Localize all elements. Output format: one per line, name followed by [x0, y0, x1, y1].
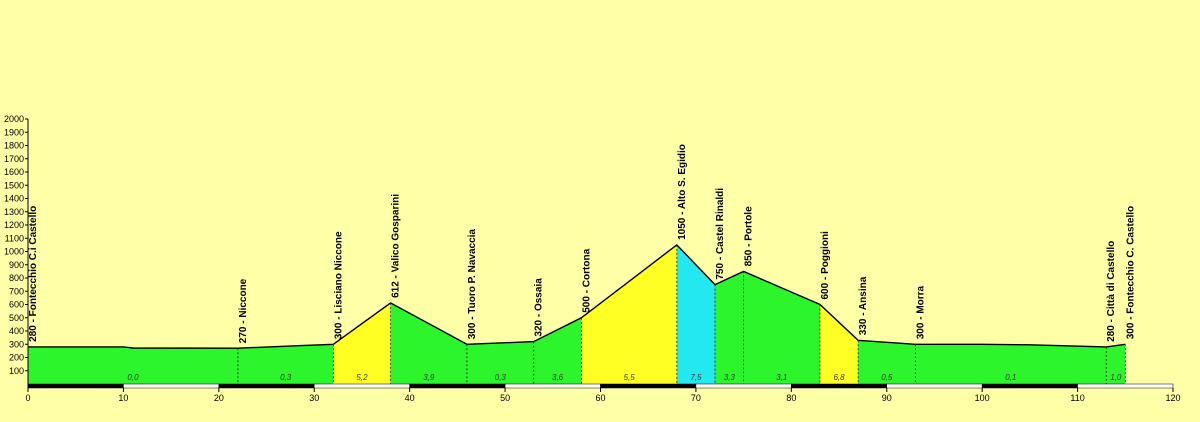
km-bar-block-1 — [123, 383, 220, 389]
km-bar-block-5 — [504, 383, 601, 389]
gradient-labels: 0,0 0,3 5,2 3,9 0,3 3,6 5,5 7,5 3,3 3,1 6,8 0,5 0,1 1… — [127, 373, 1121, 382]
gradient-label-3: 3,9 — [423, 373, 435, 382]
segment-fill-13 — [1106, 344, 1126, 384]
segment-fill-9 — [743, 271, 820, 384]
y-tick-label-6: 700 — [9, 286, 24, 296]
waypoint-label-6: 500 - Cortona — [581, 248, 592, 312]
profile-line — [28, 243, 1126, 349]
x-tick-label-3: 30 — [309, 393, 319, 403]
y-tick-label-12: 1300 — [4, 207, 24, 217]
y-tick-label-13: 1400 — [4, 194, 24, 204]
x-tick-label-9: 90 — [882, 393, 892, 403]
profile-outline — [28, 243, 1126, 384]
gradient-label-0: 0,0 — [127, 373, 139, 382]
segment-fill-3 — [390, 302, 467, 384]
x-tick-label-1: 10 — [118, 393, 128, 403]
waypoint-label-3: 612 - Valico Gosparini — [391, 194, 402, 298]
km-bar-block-4 — [409, 383, 506, 389]
segment-fill-5 — [533, 317, 582, 384]
y-tick-label-8: 900 — [9, 260, 24, 270]
segment-fill-1 — [237, 344, 334, 384]
gradient-label-10: 6,8 — [833, 373, 845, 382]
gradient-label-12: 0,1 — [1005, 373, 1016, 382]
x-tick-label-4: 40 — [405, 393, 415, 403]
y-tick-label-17: 1800 — [4, 141, 24, 151]
x-axis-ticks: 0 10 20 30 40 50 60 70 80 90 100 110 120 — [25, 388, 1181, 403]
km-bar-block-6 — [600, 383, 697, 389]
waypoint-label-8: 750 - Castel Rinaldi — [715, 188, 726, 280]
segment-fill-2 — [333, 302, 391, 384]
y-tick-label-4: 500 — [9, 313, 24, 323]
segment-fill-12 — [915, 344, 1107, 384]
y-tick-label-1: 200 — [9, 353, 24, 363]
segment-fill-8 — [715, 271, 744, 384]
x-tick-label-10: 100 — [975, 393, 990, 403]
x-tick-label-12: 120 — [1165, 393, 1180, 403]
gradient-label-1: 0,3 — [280, 373, 292, 382]
gradient-label-9: 3,1 — [776, 373, 787, 382]
gradient-label-13: 1,0 — [1110, 373, 1122, 382]
waypoint-label-4: 300 - Tuoro P. Navaccia — [467, 229, 478, 340]
y-tick-label-18: 1900 — [4, 127, 24, 137]
segment-fill-7 — [676, 244, 715, 384]
km-bar-block-7 — [695, 383, 792, 389]
gradient-segments — [28, 244, 1126, 384]
y-tick-label-9: 1000 — [4, 247, 24, 257]
segment-fill-10 — [819, 304, 859, 384]
x-tick-label-7: 70 — [691, 393, 701, 403]
x-tick-label-11: 110 — [1070, 393, 1084, 403]
waypoint-label-12: 300 - Morra — [915, 285, 926, 339]
waypoint-label-11: 330 - Ansina — [858, 276, 869, 335]
y-tick-label-19: 2000 — [4, 114, 24, 124]
gradient-label-7: 7,5 — [690, 373, 702, 382]
y-tick-label-10: 1100 — [5, 233, 24, 243]
x-tick-label-5: 50 — [500, 393, 510, 403]
km-bar-block-11 — [1077, 383, 1174, 389]
gradient-label-4: 0,3 — [495, 373, 507, 382]
segment-fill-0 — [28, 346, 238, 384]
waypoint-label-13: 280 - Città di Castello — [1106, 241, 1117, 342]
y-tick-label-3: 400 — [9, 326, 24, 336]
segment-fill-11 — [858, 340, 916, 384]
y-tick-label-7: 800 — [9, 273, 24, 283]
y-tick-label-11: 1200 — [4, 220, 24, 230]
y-axis-ticks: 100 200 300 400 500 600 700 800 900 1000 1100 1200 1… — [4, 114, 28, 376]
y-tick-label-2: 300 — [9, 339, 24, 349]
km-bar-block-0 — [27, 383, 124, 389]
waypoint-label-10: 600 - Poggioni — [820, 231, 831, 300]
waypoint-label-0: 280 - Fontecchio C.i Castello — [28, 206, 39, 342]
km-bar-block-2 — [218, 383, 315, 389]
x-tick-label-0: 0 — [25, 393, 30, 403]
waypoint-label-2: 300 - Lisciano Niccone — [333, 231, 344, 339]
waypoint-label-9: 850 - Portole — [744, 206, 755, 266]
gradient-label-5: 3,6 — [552, 373, 564, 382]
y-tick-label-5: 600 — [9, 300, 24, 310]
km-bar-block-10 — [981, 383, 1078, 389]
km-bar-block-9 — [886, 383, 983, 389]
segment-fill-6 — [581, 244, 677, 384]
segment-fill-4 — [466, 341, 534, 384]
km-scale-bar — [27, 383, 1174, 389]
x-tick-label-2: 20 — [214, 393, 224, 403]
y-tick-label-16: 1700 — [4, 154, 24, 164]
x-tick-label-6: 60 — [595, 393, 605, 403]
waypoint-label-7: 1050 - Alto S. Egidio — [677, 144, 688, 240]
waypoint-labels: 280 - Fontecchio C.i Castello 270 - Nicco… — [28, 144, 1136, 343]
y-tick-label-0: 100 — [9, 366, 24, 376]
waypoint-label-1: 270 - Niccone — [238, 278, 249, 343]
y-tick-label-14: 1500 — [4, 180, 24, 190]
gradient-label-2: 5,2 — [356, 373, 368, 382]
waypoint-label-14: 300 - Fontecchio C. Castello — [1125, 206, 1136, 339]
km-bar-block-8 — [791, 383, 887, 389]
km-bar-block-3 — [314, 383, 410, 389]
x-tick-label-8: 80 — [786, 393, 796, 403]
y-tick-label-15: 1600 — [4, 167, 24, 177]
gradient-label-11: 0,5 — [881, 373, 893, 382]
waypoint-label-5: 320 - Ossaia — [534, 278, 545, 337]
gradient-label-8: 3,3 — [724, 373, 736, 382]
gradient-label-6: 5,5 — [624, 373, 636, 382]
